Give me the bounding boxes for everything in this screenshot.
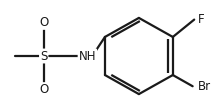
Text: Br: Br <box>198 80 211 93</box>
Text: O: O <box>39 83 48 96</box>
Text: F: F <box>198 13 205 26</box>
Text: S: S <box>40 50 47 62</box>
Text: NH: NH <box>79 50 96 62</box>
Text: O: O <box>39 16 48 29</box>
